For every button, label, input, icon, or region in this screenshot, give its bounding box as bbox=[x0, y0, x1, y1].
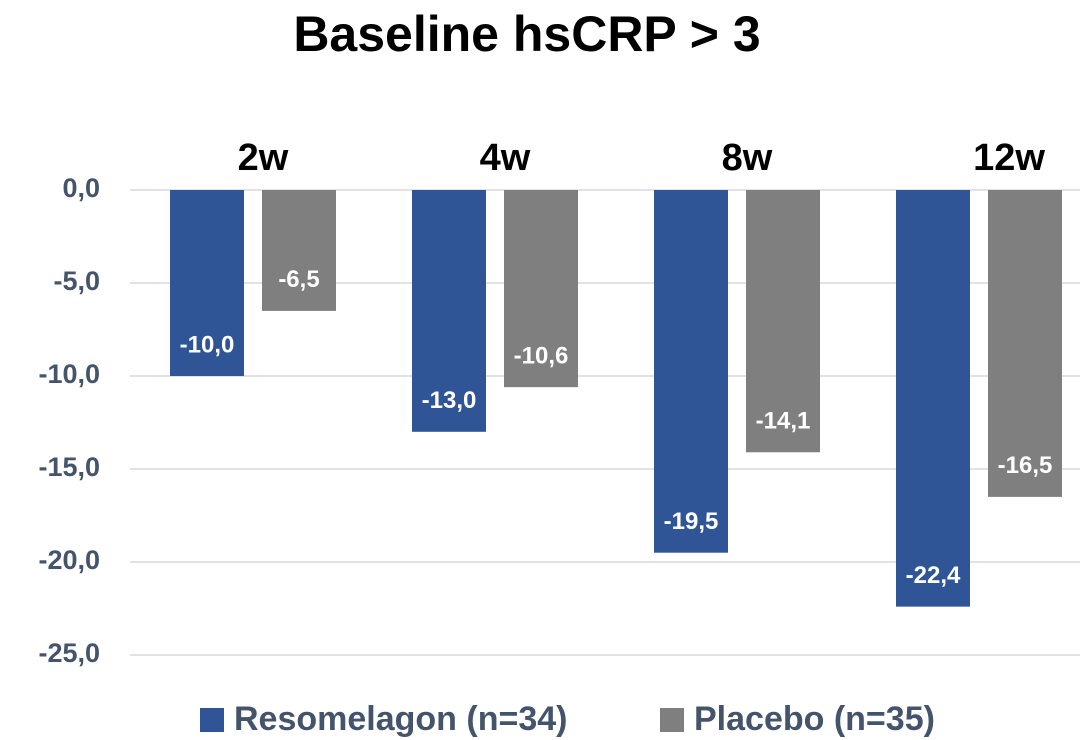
bar bbox=[170, 190, 244, 376]
y-tick-label: -10,0 bbox=[38, 359, 100, 389]
y-tick-label: -5,0 bbox=[53, 266, 100, 296]
data-label: -10,6 bbox=[514, 343, 569, 370]
y-tick-label: -25,0 bbox=[38, 638, 100, 668]
y-tick-label: -15,0 bbox=[38, 452, 100, 482]
data-label: -10,0 bbox=[180, 331, 235, 358]
bar bbox=[262, 190, 336, 311]
data-label: -22,4 bbox=[906, 562, 961, 589]
category-label: 8w bbox=[722, 137, 773, 179]
legend-label: Placebo (n=35) bbox=[694, 700, 935, 738]
bar bbox=[412, 190, 486, 432]
bar bbox=[746, 190, 820, 453]
data-label: -16,5 bbox=[998, 452, 1053, 479]
bar bbox=[654, 190, 728, 553]
bar bbox=[504, 190, 578, 388]
chart-title: Baseline hsCRP > 3 bbox=[293, 6, 760, 62]
data-label: -13,0 bbox=[422, 387, 477, 414]
category-label: 2w bbox=[238, 137, 289, 179]
data-label: -19,5 bbox=[664, 508, 719, 535]
category-label: 4w bbox=[480, 137, 531, 179]
bar bbox=[988, 190, 1062, 497]
data-label: -14,1 bbox=[756, 408, 811, 435]
legend-swatch bbox=[200, 708, 224, 732]
category-label: 12w bbox=[973, 137, 1045, 179]
y-tick-label: -20,0 bbox=[38, 545, 100, 575]
y-tick-label: 0,0 bbox=[62, 173, 100, 203]
bar bbox=[896, 190, 970, 607]
legend-swatch bbox=[660, 708, 684, 732]
legend-label: Resomelagon (n=34) bbox=[234, 700, 567, 738]
data-label: -6,5 bbox=[278, 266, 319, 293]
